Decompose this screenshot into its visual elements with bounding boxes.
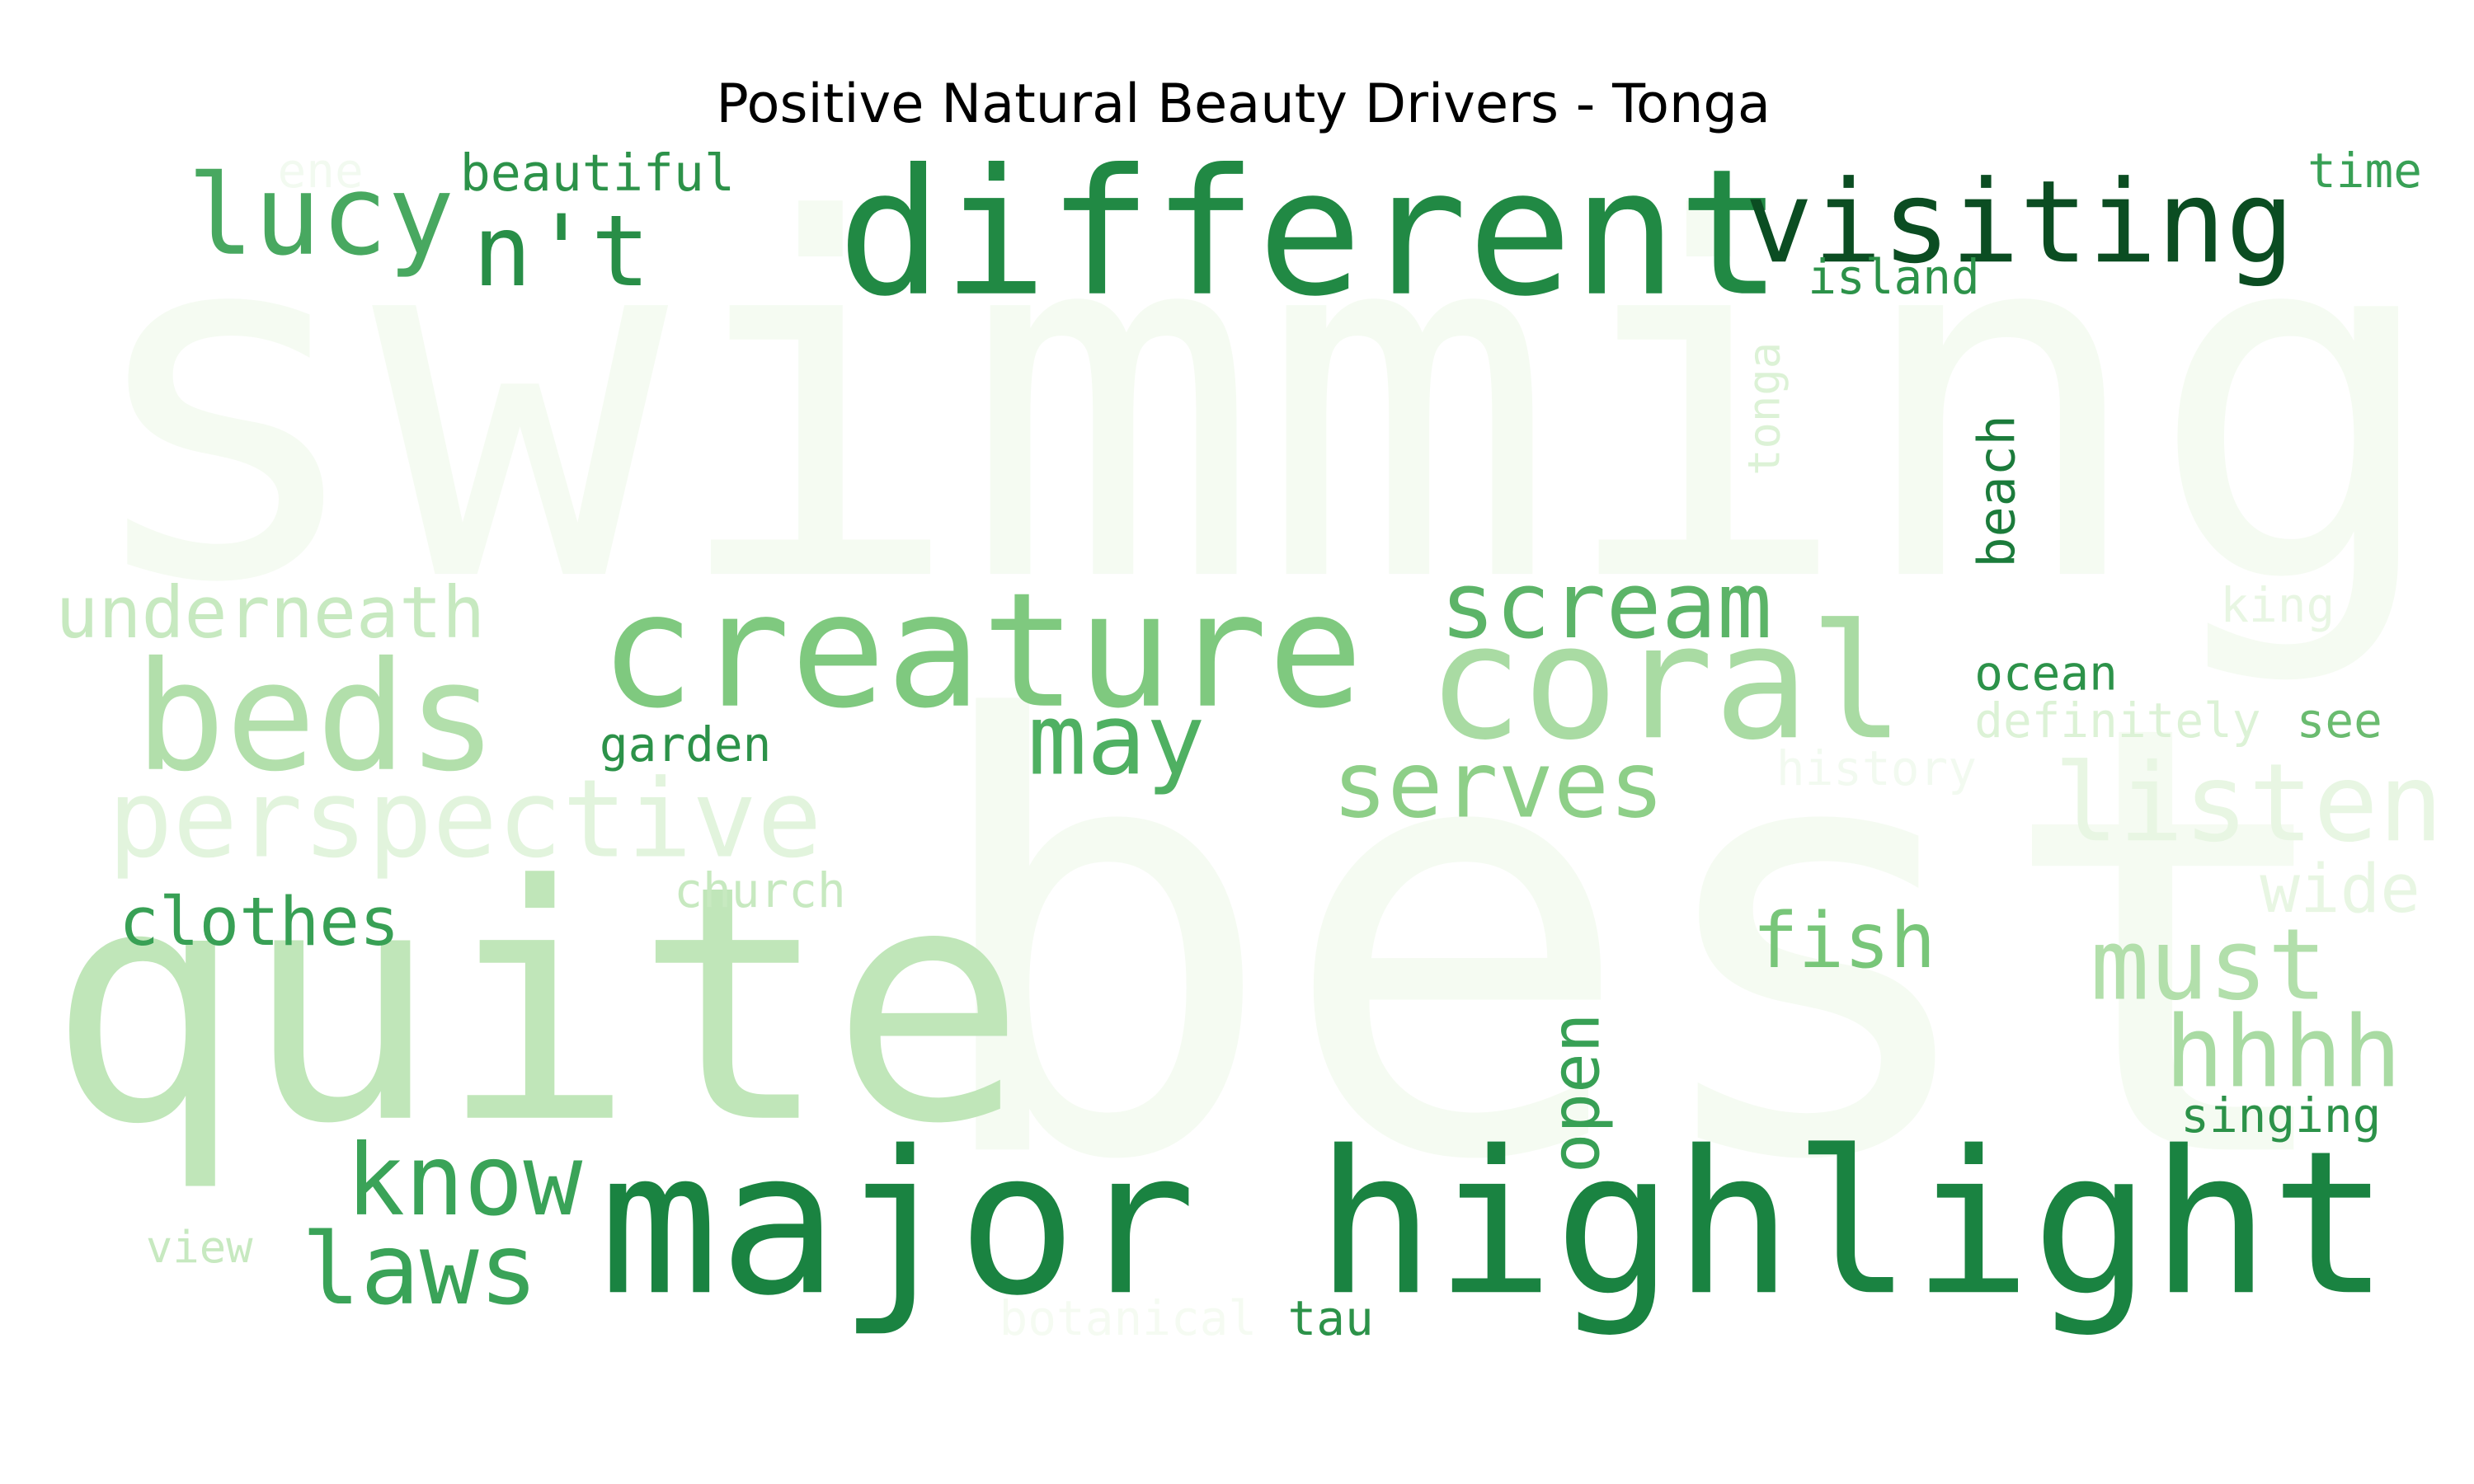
word-n-t: n't [473, 195, 650, 309]
word-ocean: ocean [1974, 646, 2118, 702]
word-clothes: clothes [119, 884, 399, 961]
word-beds: beds [134, 630, 497, 805]
word-history: history [1776, 740, 1977, 796]
word-coral: coral [1427, 591, 1905, 775]
word-tau: tau [1288, 1290, 1374, 1346]
word-ene: ene [278, 143, 364, 199]
word-swimming: swimming [76, 118, 2443, 690]
word-time: time [2307, 143, 2422, 199]
word-botanical: botanical [999, 1290, 1258, 1346]
word-quite: quite [48, 816, 1027, 1195]
word-creature: creature [600, 560, 1363, 744]
word-perspective: perspective [108, 756, 822, 881]
word-definitely: definitely [1974, 693, 2260, 749]
word-major-highlight: major highlight [600, 1108, 2390, 1339]
word-hhhh: hhhh [2165, 995, 2401, 1110]
word-best: best [920, 599, 2352, 1290]
word-may: may [1028, 683, 1205, 797]
word-fish: fish [1752, 896, 1935, 985]
word-beach: beach [1967, 415, 2026, 567]
word-underneath: underneath [55, 572, 485, 655]
word-know: know [346, 1124, 582, 1238]
word-serves: serves [1332, 731, 1664, 838]
word-different: different [837, 132, 1782, 335]
word-king: king [2220, 577, 2335, 633]
word-wide: wide [2260, 851, 2420, 928]
chart-title: Positive Natural Beauty Drivers - Tonga [716, 73, 1771, 135]
word-island: island [1808, 249, 1979, 305]
word-laws: laws [301, 1213, 538, 1327]
word-beautiful: beautiful [460, 143, 735, 203]
word-open: open [1537, 1013, 1615, 1173]
word-visiting: visiting [1744, 155, 2294, 289]
word-scream: scream [1440, 552, 1772, 660]
word-see: see [2297, 693, 2382, 749]
word-lucy: lucy [187, 151, 454, 280]
word-garden: garden [600, 716, 771, 773]
word-listen: listen [2053, 740, 2443, 866]
word-church: church [674, 862, 845, 918]
word-must: must [2091, 909, 2327, 1023]
word-tonga: tonga [1738, 342, 1790, 476]
word-view: view [146, 1221, 253, 1273]
word-singing: singing [2180, 1087, 2381, 1144]
